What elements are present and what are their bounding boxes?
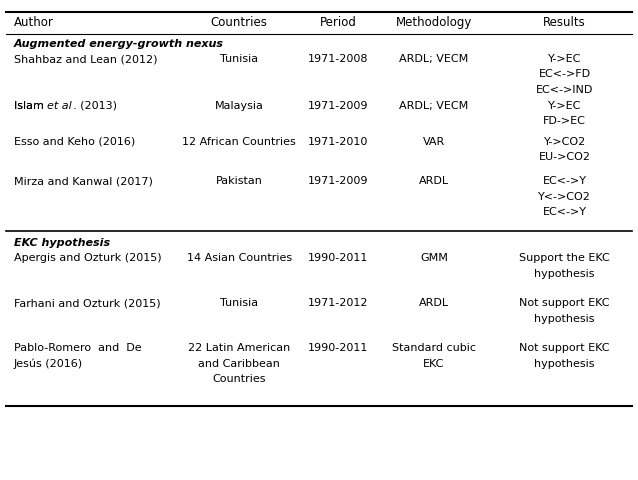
Text: Shahbaz and Lean (2012): Shahbaz and Lean (2012)	[14, 54, 158, 64]
Text: hypothesis: hypothesis	[535, 359, 595, 369]
Text: 1990-2011: 1990-2011	[308, 344, 368, 353]
Text: hypothesis: hypothesis	[535, 314, 595, 324]
Text: GMM: GMM	[420, 253, 448, 263]
Text: 1971-2012: 1971-2012	[308, 299, 368, 308]
Text: et al: et al	[47, 101, 72, 110]
Text: ARDL: ARDL	[419, 177, 449, 186]
Text: Countries: Countries	[212, 374, 266, 384]
Text: 1971-2009: 1971-2009	[308, 101, 368, 110]
Text: Results: Results	[543, 16, 586, 29]
Text: Y->CO2: Y->CO2	[544, 137, 586, 146]
Text: Standard cubic: Standard cubic	[392, 344, 476, 353]
Text: Islam: Islam	[14, 101, 47, 110]
Text: Period: Period	[320, 16, 357, 29]
Text: 1971-2008: 1971-2008	[308, 54, 368, 64]
Text: 14 Asian Countries: 14 Asian Countries	[187, 253, 292, 263]
Text: Mirza and Kanwal (2017): Mirza and Kanwal (2017)	[14, 177, 153, 186]
Text: Islam: Islam	[14, 101, 47, 110]
Text: Y->EC: Y->EC	[548, 54, 581, 64]
Text: ARDL; VECM: ARDL; VECM	[399, 101, 468, 110]
Text: 1990-2011: 1990-2011	[308, 253, 368, 263]
Text: Tunisia: Tunisia	[220, 299, 258, 308]
Text: Augmented energy-growth nexus: Augmented energy-growth nexus	[14, 39, 224, 49]
Text: EC<->Y: EC<->Y	[543, 207, 586, 217]
Text: Pakistan: Pakistan	[216, 177, 263, 186]
Text: Not support EKC: Not support EKC	[519, 344, 610, 353]
Text: Y->EC: Y->EC	[548, 101, 581, 110]
Text: Support the EKC: Support the EKC	[519, 253, 610, 263]
Text: EC<->Y: EC<->Y	[543, 177, 586, 186]
Text: Tunisia: Tunisia	[220, 54, 258, 64]
Text: VAR: VAR	[423, 137, 445, 146]
Text: EC<->IND: EC<->IND	[536, 85, 593, 95]
Text: Apergis and Ozturk (2015): Apergis and Ozturk (2015)	[14, 253, 161, 263]
Text: 12 African Countries: 12 African Countries	[182, 137, 296, 146]
Text: ARDL: ARDL	[419, 299, 449, 308]
Text: . (2013): . (2013)	[73, 101, 117, 110]
Text: Jesús (2016): Jesús (2016)	[14, 359, 83, 369]
Text: Islam: Islam	[14, 101, 47, 110]
Text: Author: Author	[14, 16, 54, 29]
Text: Methodology: Methodology	[396, 16, 472, 29]
Text: and Caribbean: and Caribbean	[198, 359, 280, 369]
Text: EKC hypothesis: EKC hypothesis	[14, 239, 110, 248]
Text: 22 Latin American: 22 Latin American	[188, 344, 290, 353]
Text: 1971-2010: 1971-2010	[308, 137, 368, 146]
Text: Y<->CO2: Y<->CO2	[538, 192, 591, 202]
Text: Malaysia: Malaysia	[215, 101, 263, 110]
Text: Not support EKC: Not support EKC	[519, 299, 610, 308]
Text: hypothesis: hypothesis	[535, 269, 595, 278]
Text: FD->EC: FD->EC	[543, 116, 586, 126]
Text: Farhani and Ozturk (2015): Farhani and Ozturk (2015)	[14, 299, 161, 308]
Text: ARDL; VECM: ARDL; VECM	[399, 54, 468, 64]
Text: EKC: EKC	[423, 359, 445, 369]
Text: Esso and Keho (2016): Esso and Keho (2016)	[14, 137, 135, 146]
Text: Countries: Countries	[211, 16, 268, 29]
Text: Pablo-Romero  and  De: Pablo-Romero and De	[14, 344, 142, 353]
Text: 1971-2009: 1971-2009	[308, 177, 368, 186]
Text: EU->CO2: EU->CO2	[538, 152, 591, 162]
Text: EC<->FD: EC<->FD	[538, 70, 591, 79]
